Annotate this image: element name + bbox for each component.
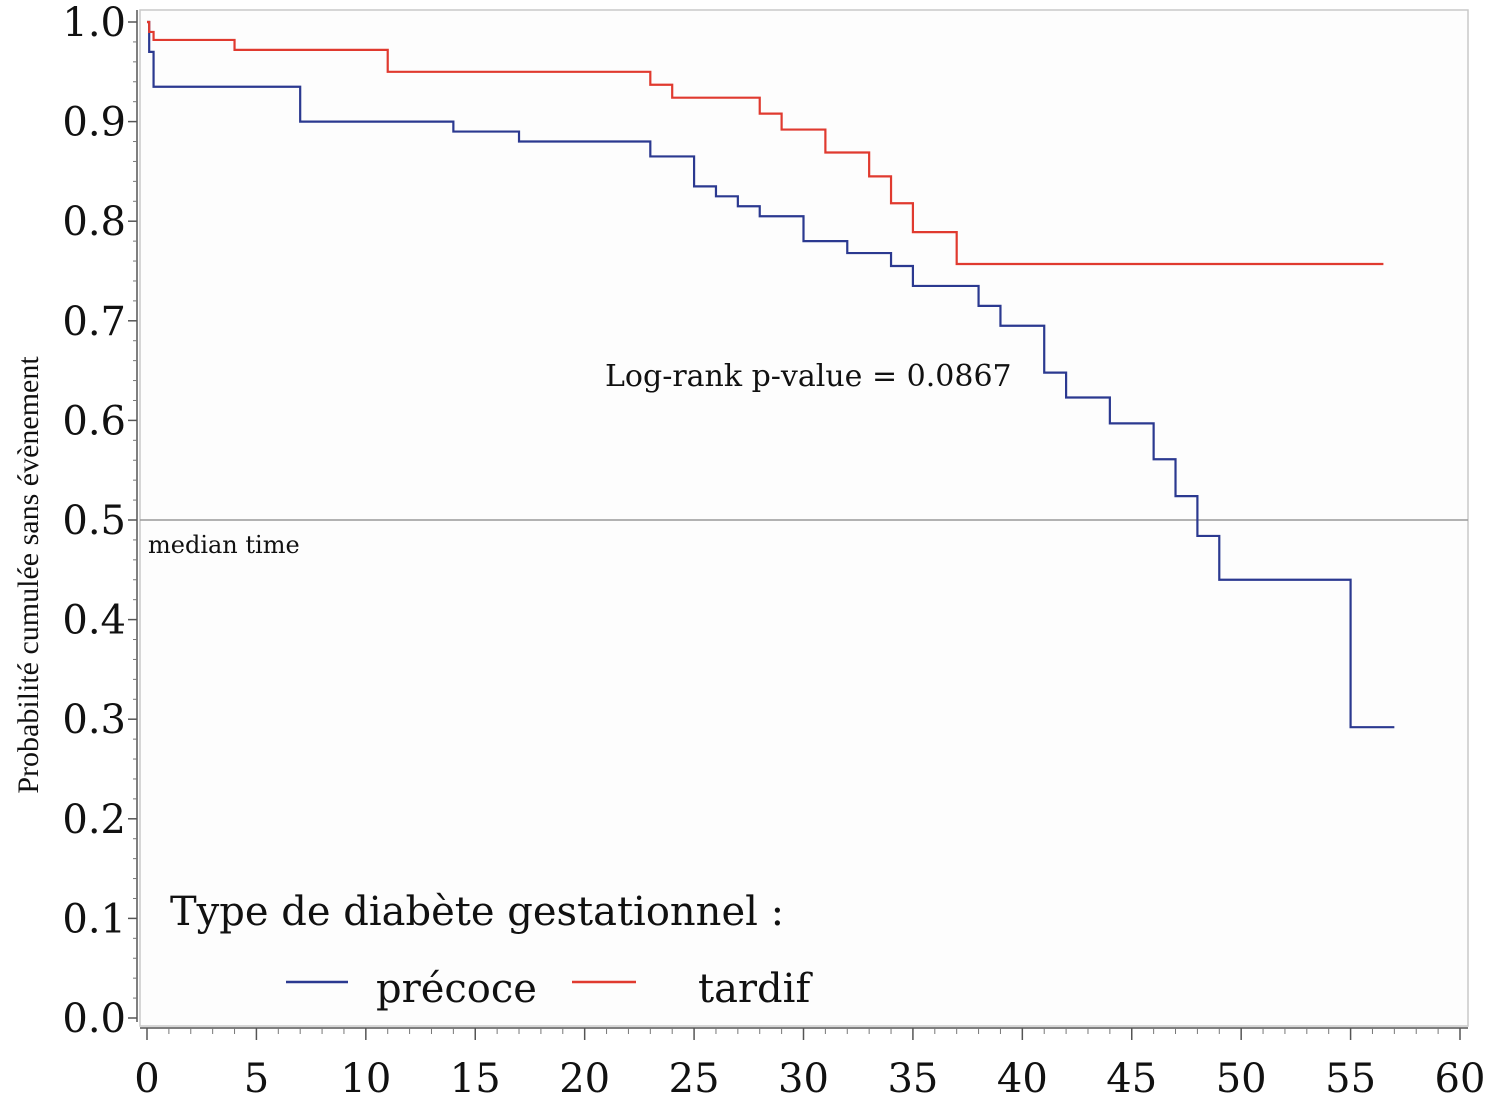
legend-entry-label: précoce bbox=[376, 966, 537, 1012]
y-tick-label: 0.0 bbox=[62, 996, 126, 1042]
x-tick-label: 25 bbox=[669, 1056, 720, 1102]
y-tick-label: 0.1 bbox=[62, 896, 126, 942]
x-tick-label: 30 bbox=[778, 1056, 829, 1102]
x-tick-label: 35 bbox=[887, 1056, 938, 1102]
logrank-annotation: Log-rank p-value = 0.0867 bbox=[605, 359, 1012, 394]
median-time-label: median time bbox=[148, 531, 300, 559]
y-tick-label: 0.4 bbox=[62, 598, 126, 644]
legend: précoce tardif bbox=[286, 966, 813, 1012]
x-tick-label: 45 bbox=[1106, 1056, 1157, 1102]
y-tick-label: 0.9 bbox=[62, 100, 126, 146]
x-tick-label: 5 bbox=[244, 1056, 269, 1102]
y-tick-label: 0.3 bbox=[62, 697, 126, 743]
x-tick-label: 50 bbox=[1216, 1056, 1267, 1102]
y-tick-label: 0.6 bbox=[62, 398, 126, 444]
plot-background bbox=[139, 9, 1469, 1027]
y-tick-label: 0.7 bbox=[62, 299, 126, 345]
y-axis-label: Probabilité cumulée sans évènement bbox=[12, 356, 45, 794]
x-tick-label: 55 bbox=[1325, 1056, 1376, 1102]
y-tick-label: 0.2 bbox=[62, 797, 126, 843]
series-precoce-line bbox=[147, 20, 1395, 729]
x-tick-label: 20 bbox=[559, 1056, 610, 1102]
y-tick-label: 0.5 bbox=[62, 498, 126, 544]
x-tick-label: 60 bbox=[1435, 1056, 1486, 1102]
y-tick-label: 1.0 bbox=[62, 0, 126, 46]
series-tardif-line bbox=[147, 20, 1384, 266]
legend-entry-label: tardif bbox=[698, 966, 813, 1012]
y-tick-label: 0.8 bbox=[62, 199, 126, 245]
x-tick-label: 40 bbox=[997, 1056, 1048, 1102]
legend-title: Type de diabète gestationnel : bbox=[170, 889, 784, 935]
x-tick-label: 0 bbox=[134, 1056, 159, 1102]
x-tick-label: 10 bbox=[340, 1056, 391, 1102]
x-tick-label: 15 bbox=[450, 1056, 501, 1102]
